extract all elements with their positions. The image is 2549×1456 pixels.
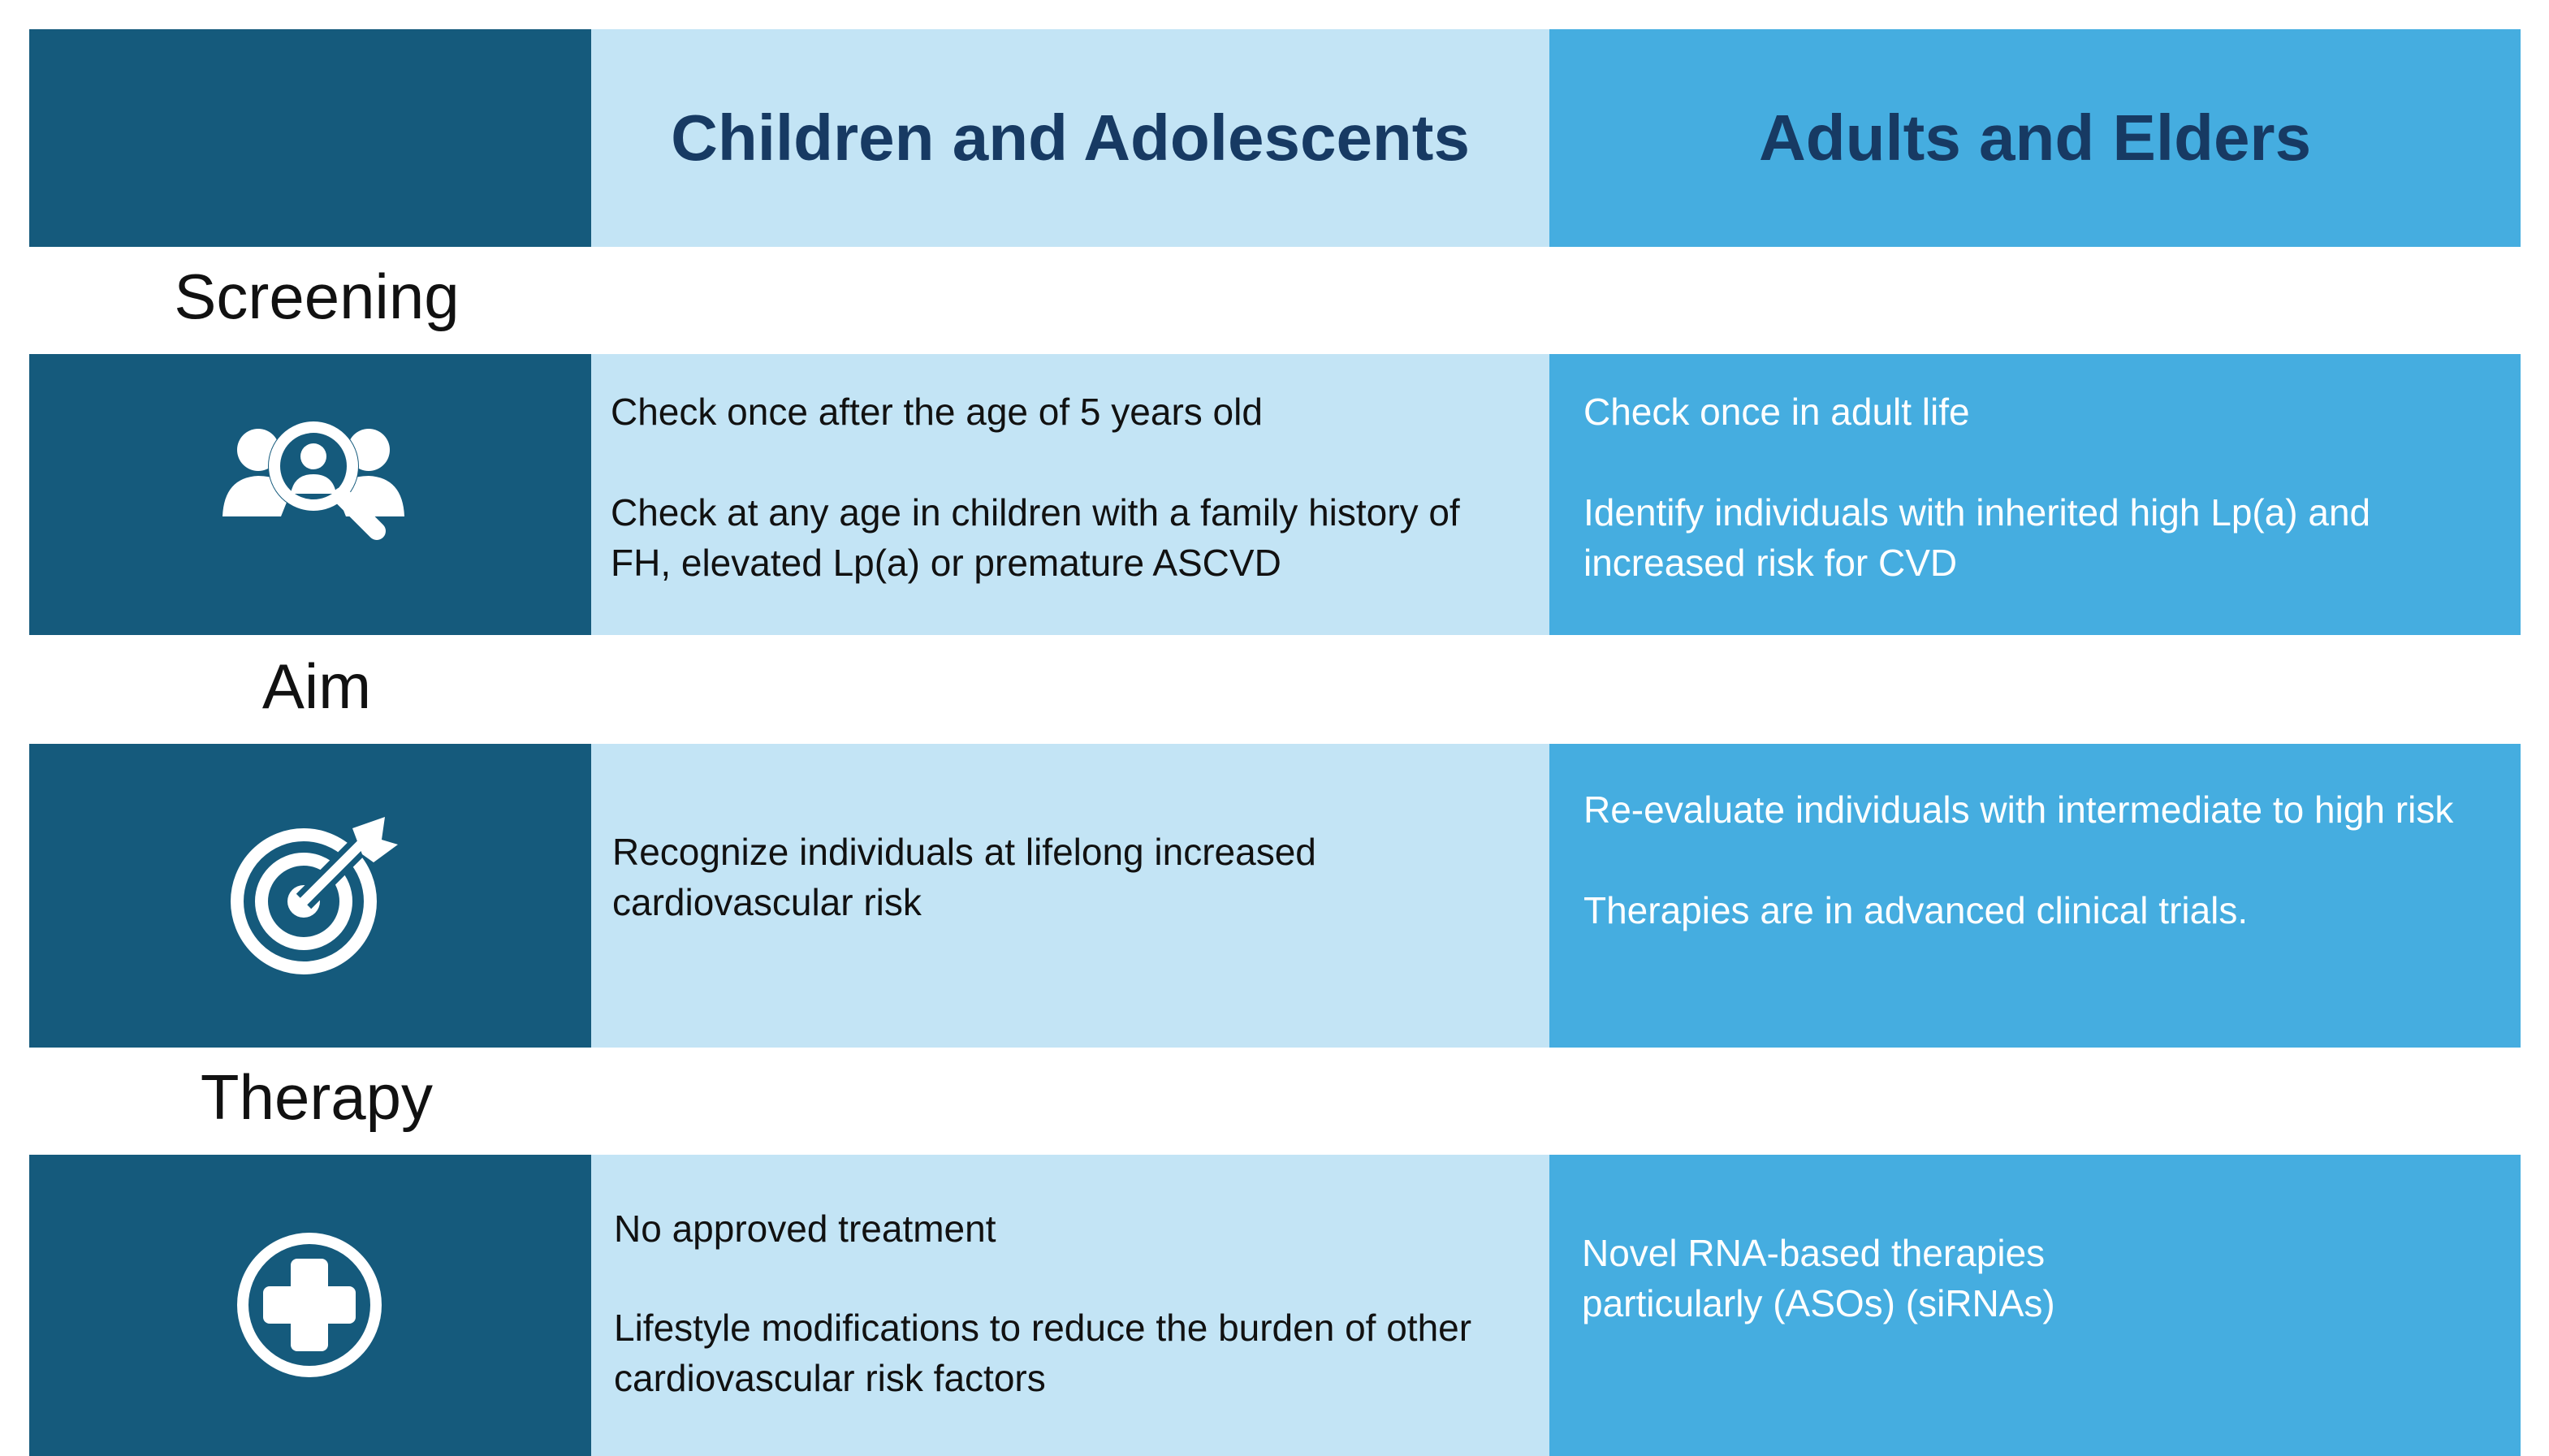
section-label-aim: Aim <box>261 650 372 722</box>
screening-children-line-1: Check once after the age of 5 years old <box>611 391 1263 433</box>
therapy-children: No approved treatment Lifestyle modifica… <box>591 1155 1549 1456</box>
aim-adults: Re-evaluate individuals with intermediat… <box>1549 744 2521 1048</box>
aim-children-line-1: Recognize individuals at lifelong increa… <box>612 831 1316 923</box>
therapy-children-line-1: No approved treatment <box>614 1208 996 1250</box>
header-children: Children and Adolescents <box>591 29 1549 247</box>
screening-adults-line-2: Identify individuals with inherited high… <box>1583 491 2371 584</box>
screening-children-text: Check once after the age of 5 years old … <box>611 387 1530 588</box>
section-label-therapy: Therapy <box>200 1061 434 1133</box>
header-children-title: Children and Adolescents <box>671 102 1470 174</box>
section-label-screening: Screening <box>174 261 460 332</box>
aim-adults-text: Re-evaluate individuals with intermediat… <box>1583 784 2488 935</box>
screening-adults: Check once in adult life Identify indivi… <box>1549 354 2521 635</box>
people-search-icon <box>222 421 404 540</box>
medical-cross-icon <box>237 1233 382 1377</box>
therapy-adults-text: Novel RNA-based therapies particularly (… <box>1582 1228 2085 1329</box>
therapy-children-text: No approved treatment Lifestyle modifica… <box>614 1203 1530 1403</box>
therapy-icon-cell <box>29 1155 591 1456</box>
screening-adults-line-1: Check once in adult life <box>1583 391 1970 433</box>
therapy-children-line-2: Lifestyle modifications to reduce the bu… <box>614 1307 1472 1399</box>
aim-icon-cell <box>29 744 591 1048</box>
screening-children-line-2: Check at any age in children with a fami… <box>611 491 1460 584</box>
therapy-adults: Novel RNA-based therapies particularly (… <box>1549 1155 2521 1456</box>
aim-adults-line-1: Re-evaluate individuals with intermediat… <box>1583 788 2454 831</box>
screening-icon-cell <box>29 354 591 635</box>
header-corner <box>29 29 591 247</box>
header-adults-title: Adults and Elders <box>1758 102 2312 174</box>
screening-children: Check once after the age of 5 years old … <box>591 354 1549 635</box>
therapy-adults-line-1: Novel RNA-based therapies particularly (… <box>1582 1232 2055 1324</box>
header-adults: Adults and Elders <box>1549 29 2521 247</box>
aim-children: Recognize individuals at lifelong increa… <box>591 744 1549 1048</box>
screening-adults-text: Check once in adult life Identify indivi… <box>1583 387 2488 588</box>
aim-children-text: Recognize individuals at lifelong increa… <box>612 827 1530 927</box>
aim-adults-line-2: Therapies are in advanced clinical trial… <box>1583 889 2249 931</box>
target-icon <box>231 817 398 974</box>
